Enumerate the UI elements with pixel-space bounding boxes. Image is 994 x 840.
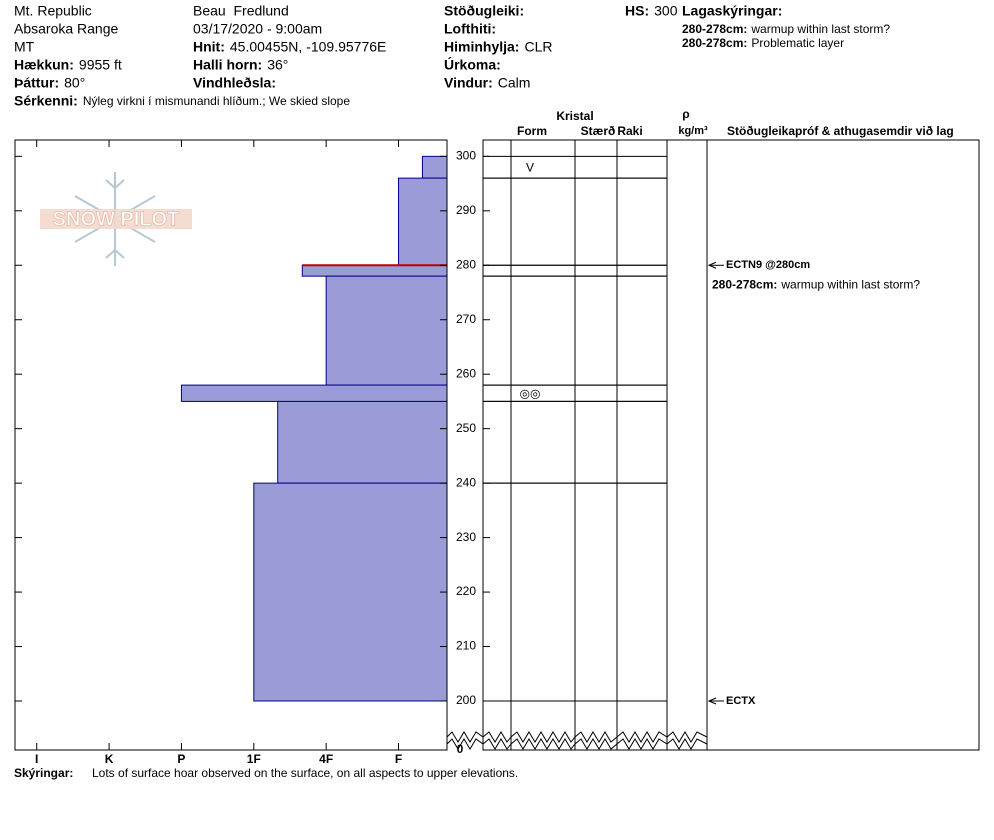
field-value: 45.00455N, -109.95776E (230, 39, 386, 55)
datetime: 03/17/2020 - 9:00am (193, 21, 322, 37)
test-arrowhead (707, 697, 717, 705)
hardness-bar (277, 400, 448, 484)
y-tick-label: 300 (456, 149, 476, 163)
field-label: Hnit: (193, 39, 225, 55)
y-tick-label: 240 (456, 475, 476, 489)
comment-text: warmup within last storm? (780, 277, 920, 291)
hardness-bar (421, 155, 448, 179)
y-tick-label: 260 (456, 366, 476, 380)
x-tick-label: I (35, 752, 38, 766)
comments-frame (706, 139, 980, 751)
field-label: Stöðugleiki: (444, 3, 524, 19)
field-label: Halli horn: (193, 57, 262, 73)
logo-band (40, 209, 192, 229)
hardness-frame (14, 139, 448, 751)
field-label: Sérkenni: (14, 93, 78, 109)
y-tick-label: 250 (456, 421, 476, 435)
field-value: 300 (654, 3, 678, 19)
footer-text: Lots of surface hoar observed on the sur… (92, 766, 518, 780)
y-tick-label: 280 (456, 257, 476, 271)
layer-note-label: 280-278cm: (682, 22, 747, 36)
logo-text: SNOW PILOT (53, 208, 180, 230)
hardness-bar (325, 275, 448, 386)
footer-label: Skýringar: (14, 766, 73, 780)
y-tick-label: 290 (456, 203, 476, 217)
field-value: Calm (498, 75, 531, 91)
field-label: Hækkun: (14, 57, 74, 73)
crystal-header: Kristal (556, 109, 593, 123)
crystal-frame (482, 139, 708, 751)
field-label: Úrkoma: (444, 56, 501, 73)
state: MT (14, 39, 35, 55)
field-label: Vindhleðsla: (193, 75, 276, 91)
hardness-bar (398, 177, 448, 266)
x-tick-label: F (395, 752, 402, 766)
field-label: Lofthiti: (444, 21, 496, 37)
column-header: Stærð (581, 124, 616, 138)
y-tick-label: 230 (456, 530, 476, 544)
test-label: ECTN9 @280cm (726, 259, 810, 271)
axis-break (446, 731, 708, 743)
hardness-bar (253, 482, 448, 702)
layer-note-value: Problematic layer (751, 36, 844, 50)
field-value: 9955 ft (79, 57, 122, 73)
range: Absaroka Range (14, 21, 119, 37)
x-tick-label: 4F (319, 752, 333, 766)
y-tick-label: 220 (456, 584, 476, 598)
density-unit: kg/m³ (678, 125, 708, 137)
y-tick-label: 270 (456, 312, 476, 326)
column-header: Raki (617, 124, 642, 138)
density-symbol: ρ (682, 107, 689, 121)
plot: V ◎◎ 200 210 220 230 240 250 260 270 280 290 300 0 I K P… (14, 107, 980, 766)
layer-note-label: 280-278cm: (682, 36, 747, 50)
field-label: Þáttur: (14, 75, 59, 91)
comment-label: 280-278cm: (712, 277, 777, 291)
test-label: ECTX (726, 695, 756, 707)
axis-break (446, 738, 708, 750)
grain-form: V (526, 160, 534, 174)
observer: Beau Fredlund (193, 3, 289, 19)
field-label: Vindur: (444, 75, 493, 91)
field-value: 80° (64, 75, 85, 91)
test-arrowhead (707, 261, 717, 269)
field-value: Nýleg virkni í mismunandi hlíðum.; We sk… (83, 94, 351, 108)
site: Mt. Republic (14, 3, 92, 19)
field-label: Himinhylja: (444, 39, 519, 55)
hardness-bar (180, 384, 448, 402)
comments-header: Stöðugleikapróf & athugasemdir við lag (727, 124, 954, 138)
field-label: HS: (625, 3, 649, 19)
layer-note-value: warmup within last storm? (750, 22, 890, 36)
x-tick-label: K (105, 752, 114, 766)
field-value: CLR (524, 39, 552, 55)
y-tick-label: 200 (456, 693, 476, 707)
hardness-bar (301, 264, 448, 277)
y-break-label: 0 (457, 742, 464, 756)
x-tick-label: 1F (247, 752, 261, 766)
logo: SNOW PILOT (40, 172, 192, 266)
x-tick-label: P (177, 752, 185, 766)
grain-form: ◎◎ (520, 386, 541, 400)
field-value: 36° (267, 57, 288, 73)
y-tick-label: 210 (456, 639, 476, 653)
header: Mt. Republic Absaroka Range MT Beau Fred… (14, 3, 782, 55)
layer-notes-title: Lagaskýringar: (682, 3, 782, 19)
column-header: Form (517, 124, 547, 138)
